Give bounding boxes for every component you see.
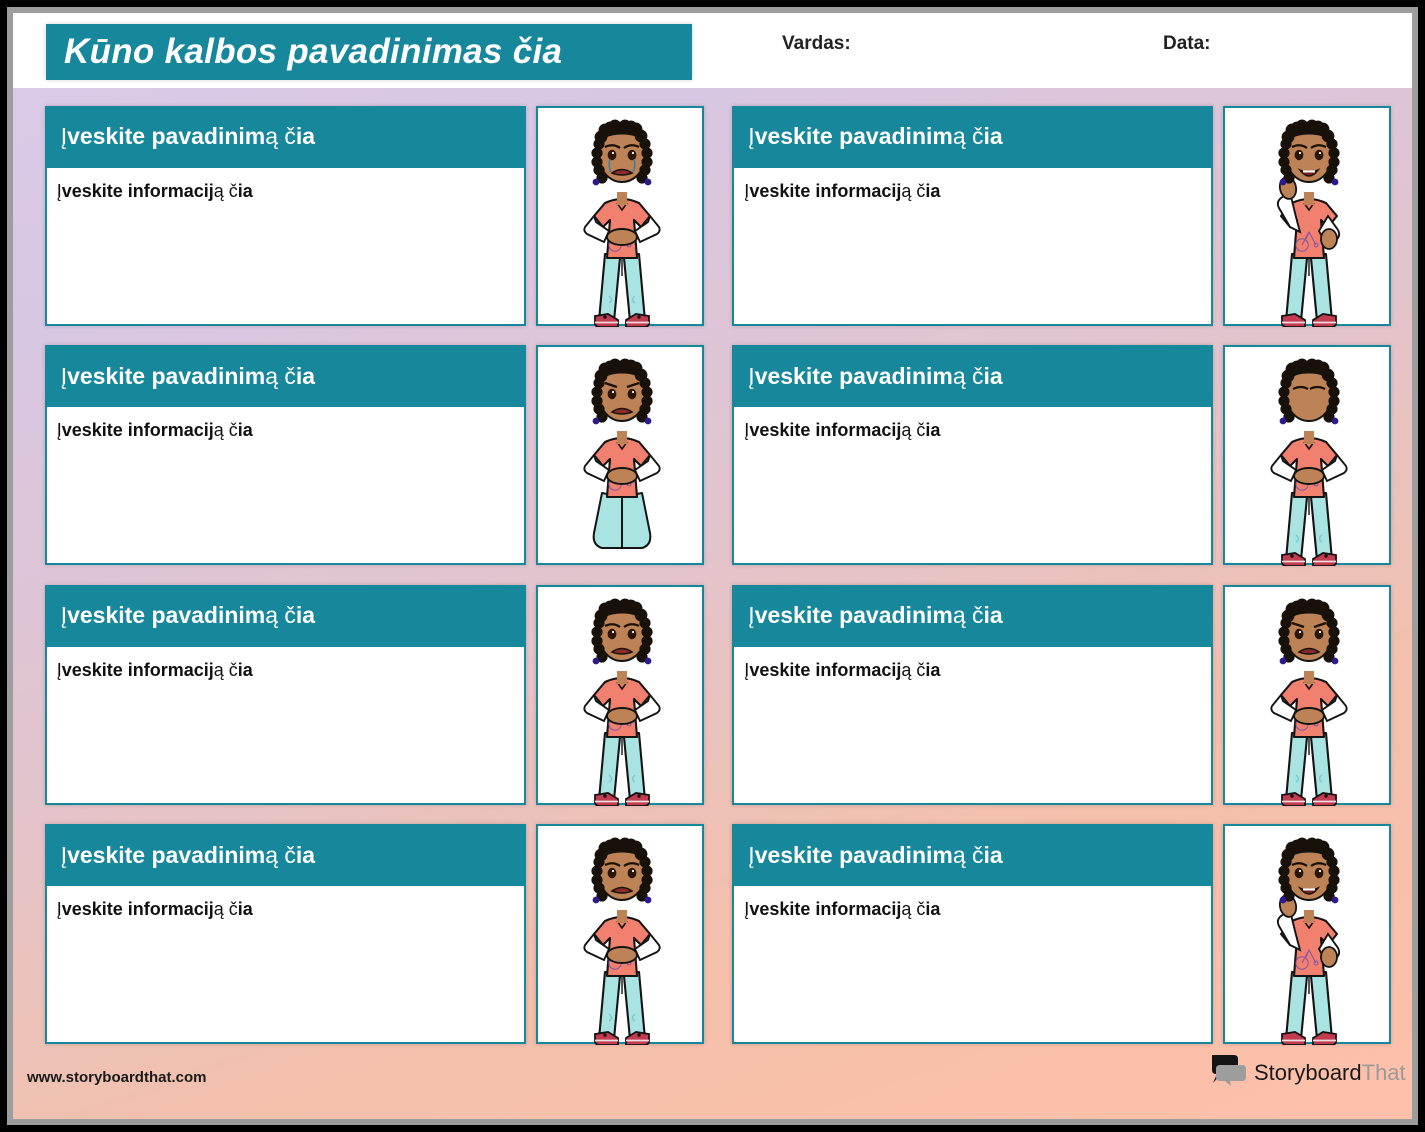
svg-text:StoryboardThat: StoryboardThat	[1254, 1060, 1406, 1085]
